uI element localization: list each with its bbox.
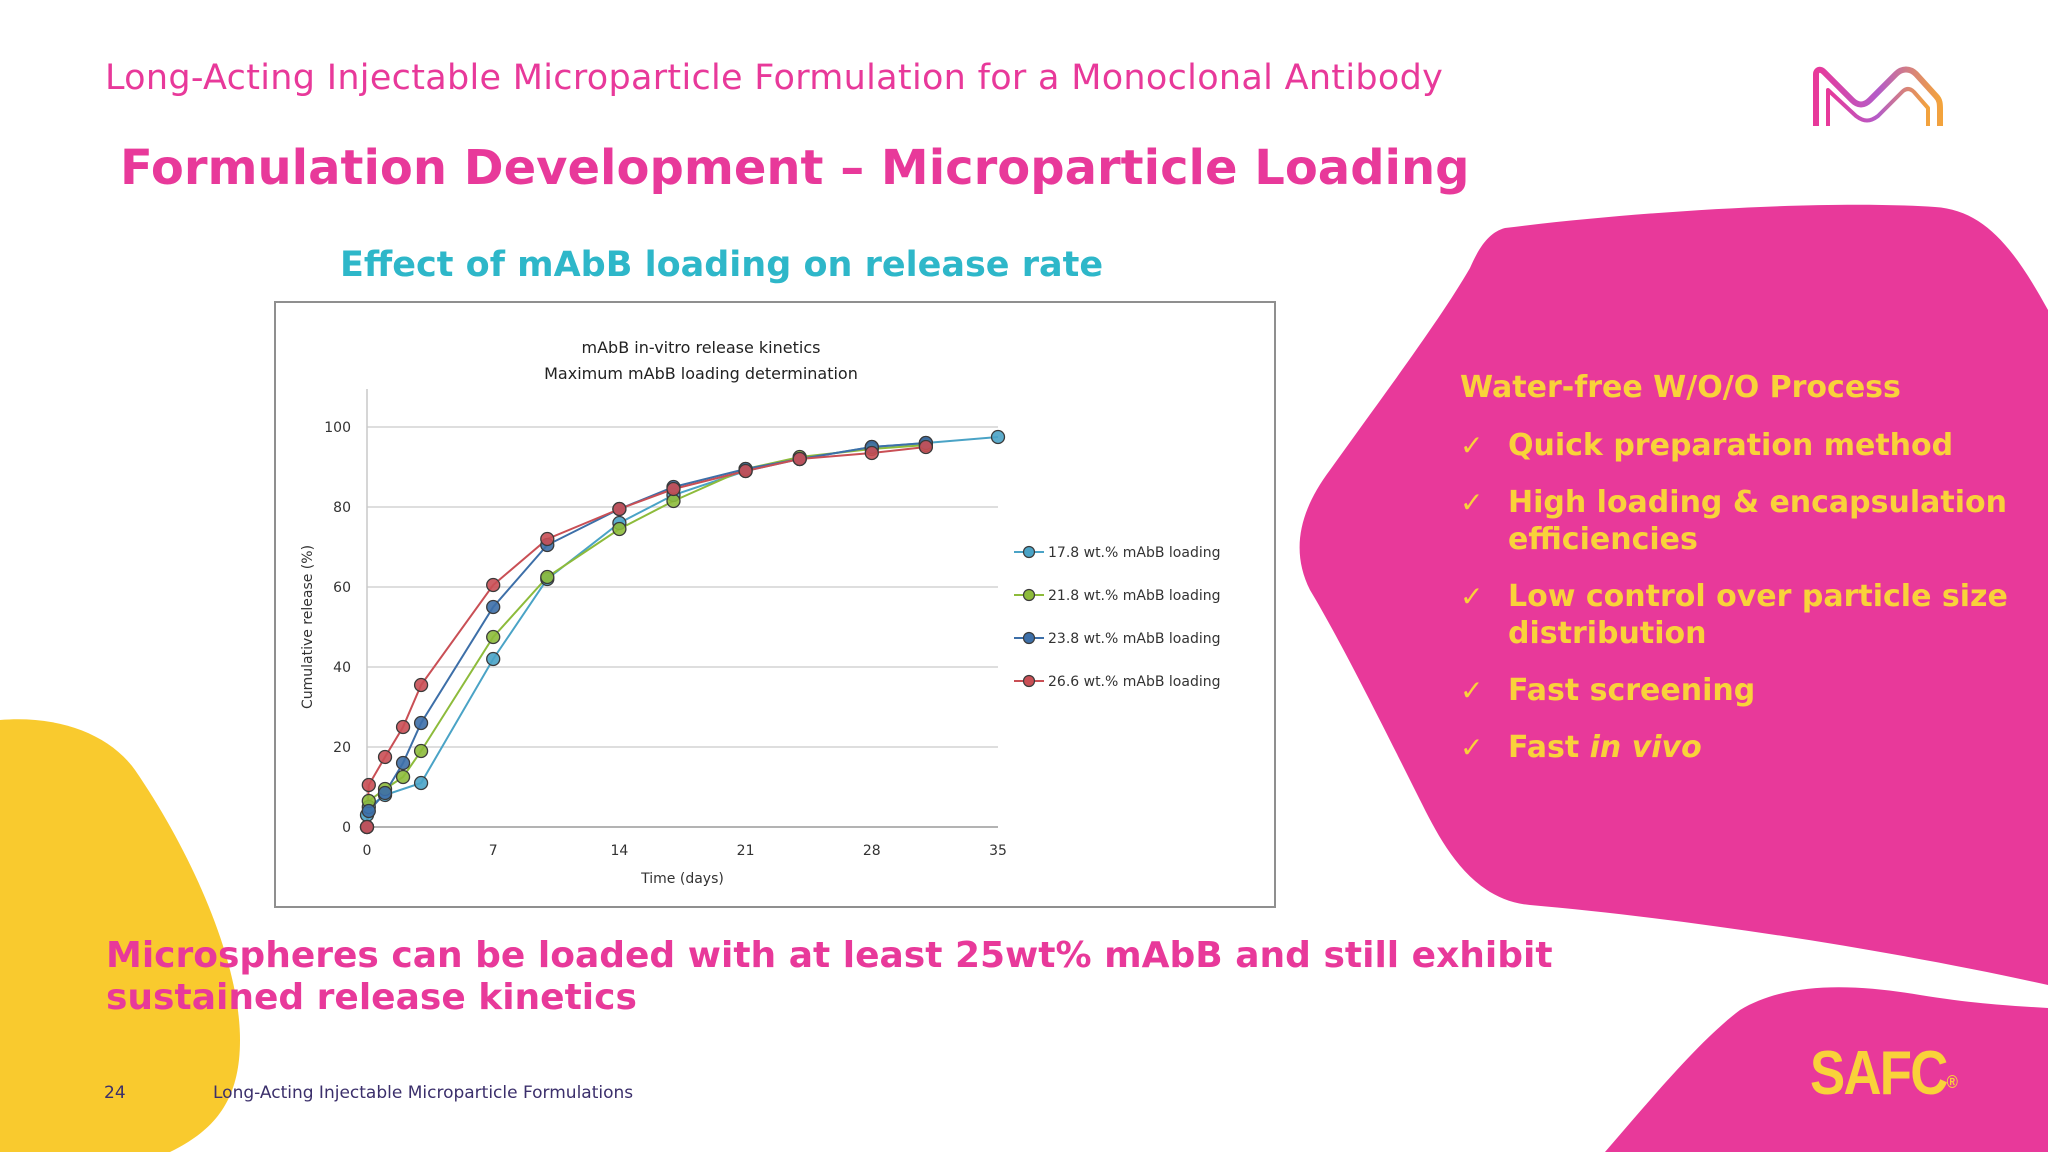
bullet-text: Quick preparation method (1508, 428, 1954, 463)
x-tick-label: 28 (863, 843, 881, 859)
data-point (413, 715, 429, 731)
y-tick-label: 100 (324, 420, 351, 436)
data-point (540, 569, 555, 585)
y-tick-label: 80 (333, 500, 351, 516)
panel-title: Water-free W/O/O Process (1460, 370, 1901, 405)
x-tick-label: 21 (737, 843, 755, 859)
checkmark-icon: ✓ (1460, 429, 1484, 462)
checkmark-icon: ✓ (1460, 731, 1484, 764)
series-line (366, 444, 926, 828)
legend-marker (1022, 631, 1036, 645)
bullet-text: High loading & encapsulation efficiencie… (1508, 485, 2007, 557)
checkmark-icon: ✓ (1460, 580, 1484, 613)
chart-title: mAbB in-vitro release kinetics (582, 338, 821, 357)
legend-label: 26.6 wt.% mAbB loading (1048, 674, 1221, 690)
legend-marker (1022, 674, 1036, 688)
slide-title: Formulation Development – Microparticle … (120, 140, 1470, 196)
data-point (413, 743, 429, 759)
data-point (486, 599, 501, 615)
data-point (486, 577, 501, 593)
data-point (540, 531, 555, 547)
data-point (413, 677, 429, 693)
data-point (395, 769, 411, 785)
checkmark-icon: ✓ (1460, 674, 1484, 707)
data-point (612, 501, 627, 517)
x-tick-label: 7 (489, 843, 498, 859)
bullet-item: ✓ Fast screening (1460, 672, 2020, 709)
release-kinetics-chart: 0 20 40 60 80 100 0 7 14 21 28 35 mAbB in-vitro rele… (300, 338, 1221, 887)
bullet-item: ✓ Low control over particle size distrib… (1460, 578, 2020, 652)
x-tick-label: 0 (363, 843, 372, 859)
conclusion-text: Microspheres can be loaded with at least… (106, 935, 1553, 1018)
header-title: Long-Acting Injectable Microparticle For… (105, 58, 1444, 98)
legend-marker (1022, 588, 1036, 602)
magenta-blob-bottom (1605, 987, 2048, 1152)
data-point (361, 803, 376, 819)
series-line (366, 446, 926, 828)
data-point (864, 445, 879, 461)
legend-label: 17.8 wt.% mAbB loading (1048, 545, 1221, 561)
footer-text: Long-Acting Injectable Microparticle For… (213, 1083, 634, 1103)
data-point (918, 439, 934, 455)
chart-frame: 0 20 40 60 80 100 0 7 14 21 28 35 mAbB in-vitro rele… (274, 301, 1276, 908)
data-point (792, 451, 807, 467)
data-point (377, 785, 393, 801)
bullet-item: ✓ High loading & encapsulation efficienc… (1460, 484, 2020, 558)
series-line (366, 442, 926, 828)
checkmark-icon: ✓ (1460, 486, 1484, 519)
legend-marker (1022, 545, 1036, 559)
bullet-item: ✓ Quick preparation method (1460, 427, 2020, 464)
data-point (666, 493, 681, 509)
y-tick-label: 0 (342, 820, 351, 836)
series-line (366, 436, 999, 816)
yellow-blob-left (0, 719, 240, 1152)
data-point (612, 521, 627, 537)
legend-label: 23.8 wt.% mAbB loading (1048, 631, 1221, 647)
data-point (361, 777, 376, 793)
legend-label: 21.8 wt.% mAbB loading (1048, 588, 1221, 604)
magenta-blob-right (1299, 204, 2048, 986)
x-tick-label: 14 (610, 843, 628, 859)
data-point (377, 749, 393, 765)
bullet-text: Fast in vivo (1508, 729, 1702, 766)
page-number: 24 (104, 1083, 126, 1103)
x-axis-label: Time (days) (640, 871, 724, 887)
x-tick-label: 35 (989, 843, 1007, 859)
data-point (666, 481, 681, 497)
chart-heading: Effect of mAbB loading on release rate (340, 245, 1104, 285)
data-point (413, 775, 429, 791)
safc-logo: SAFC® (1810, 1038, 1958, 1109)
y-tick-label: 40 (333, 660, 351, 676)
bullet-item: ✓ Fast in vivo (1460, 729, 2020, 766)
data-point (738, 463, 753, 479)
data-point (395, 719, 411, 735)
merck-m-logo-icon (1813, 66, 1943, 126)
process-panel: Water-free W/O/O Process ✓ Quick prepara… (1460, 370, 2020, 786)
y-tick-label: 60 (333, 580, 351, 596)
chart-subtitle: Maximum mAbB loading determination (544, 364, 858, 383)
bullet-text: Low control over particle size distribut… (1508, 579, 2008, 651)
bullet-text: Fast screening (1508, 673, 1756, 708)
y-tick-label: 20 (333, 740, 351, 756)
data-point (486, 629, 501, 645)
registered-mark: ® (1946, 1072, 1958, 1092)
data-point (990, 429, 1006, 445)
y-axis-label: Cumulative release (%) (300, 545, 316, 709)
bullet-text-plain: Fast (1508, 730, 1590, 765)
safc-logo-text: SAFC (1810, 1039, 1948, 1108)
data-point (395, 755, 411, 771)
data-point (359, 819, 375, 835)
data-point (486, 651, 501, 667)
bullet-text-italic: in vivo (1589, 730, 1702, 765)
